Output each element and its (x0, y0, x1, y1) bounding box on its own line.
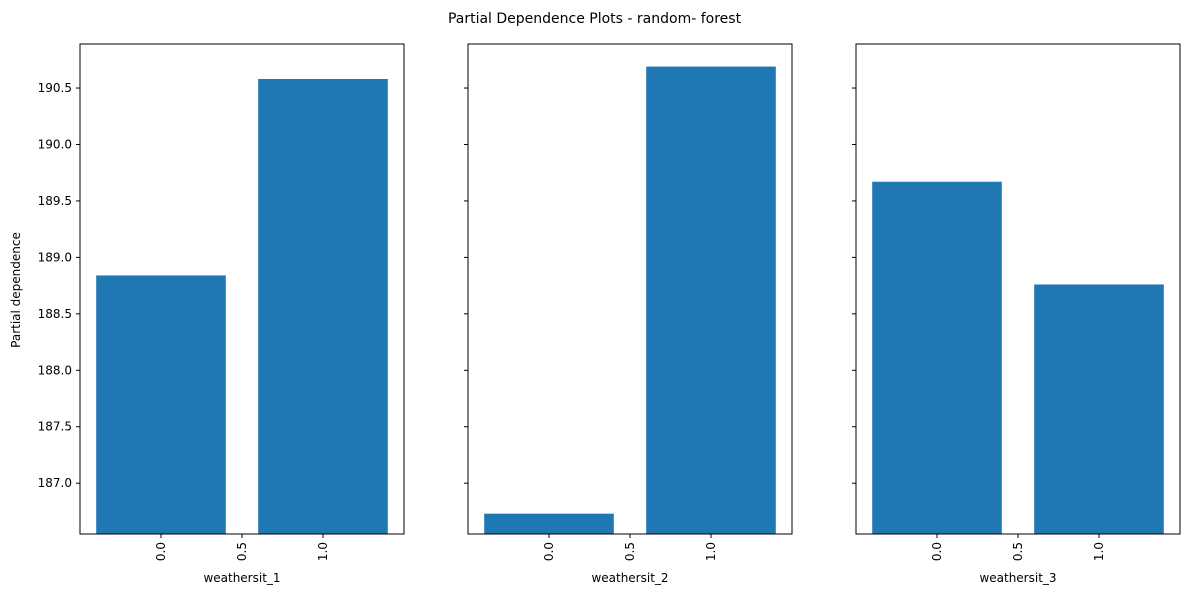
chart-title: Partial Dependence Plots - random- fores… (448, 11, 742, 27)
y-tick-label: 189.0 (38, 250, 72, 264)
subplot-2: 0.0 0.5 1.0 weathersit_2 (464, 43, 794, 585)
axes-floor-mask (854, 534, 1182, 555)
x-axis-label: weathersit_1 (203, 571, 280, 585)
x-tick-label: 0.5 (1011, 542, 1025, 561)
subplots: 187.0 187.5 188.0 188.5 189.0 189.5 190.0 190.5… (38, 43, 1182, 585)
bar-3-1 (1034, 284, 1164, 554)
y-tick-label: 189.5 (38, 194, 72, 208)
bar-1-0 (96, 275, 226, 554)
subplot-1: 187.0 187.5 188.0 188.5 189.0 189.5 190.0 190.5… (38, 43, 406, 585)
bar-1-1 (258, 79, 388, 554)
x-tick-label: 1.0 (704, 542, 718, 561)
y-tick-label: 190.5 (38, 81, 72, 95)
x-tick-label: 1.0 (1092, 542, 1106, 561)
x-axis-label: weathersit_3 (979, 571, 1056, 585)
bar-2-1 (646, 66, 776, 554)
x-tick-label: 0.0 (930, 542, 944, 561)
x-axis-label: weathersit_2 (591, 571, 668, 585)
y-tick-label: 188.5 (38, 307, 72, 321)
y-axis-label: Partial dependence (9, 232, 23, 348)
subplot-3: 0.0 0.5 1.0 weathersit_3 (852, 43, 1182, 585)
y-tick-label: 187.5 (38, 420, 72, 434)
x-tick-label: 1.0 (316, 542, 330, 561)
x-tick-label: 0.5 (623, 542, 637, 561)
bar-3-0 (872, 181, 1002, 555)
y-tick-label: 188.0 (38, 363, 72, 377)
x-tick-label: 0.0 (542, 542, 556, 561)
y-tick-label: 187.0 (38, 476, 72, 490)
x-tick-label: 0.5 (235, 542, 249, 561)
axes-floor-mask (78, 534, 406, 555)
axes-floor-mask (466, 534, 794, 555)
y-tick-label: 190.0 (38, 137, 72, 151)
x-tick-label: 0.0 (154, 542, 168, 561)
